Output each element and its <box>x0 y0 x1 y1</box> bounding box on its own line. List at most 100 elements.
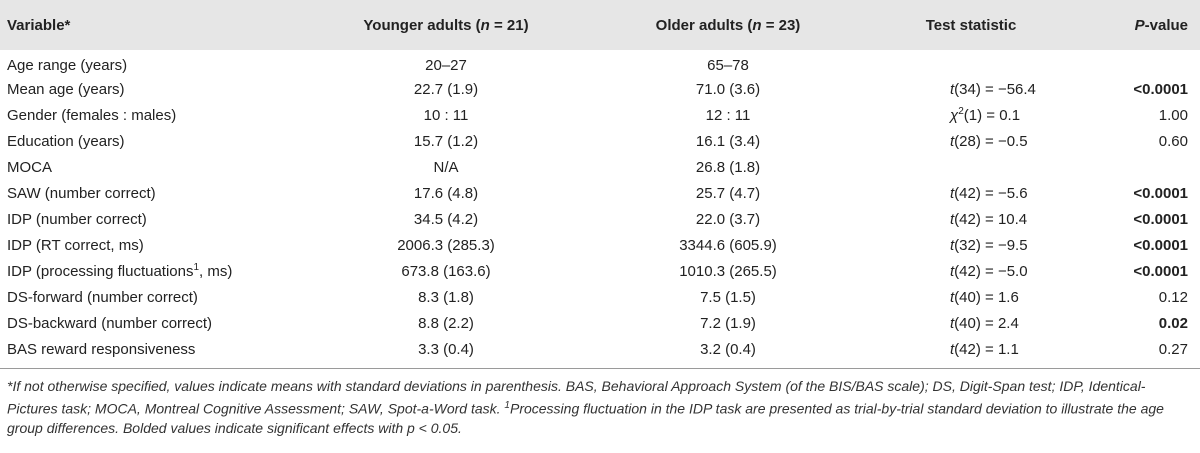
variable-sup: 1 <box>193 262 200 273</box>
cell-younger: 673.8 (163.6) <box>401 262 491 280</box>
variable-text: IDP (RT correct, ms) <box>7 236 144 254</box>
stat-sup: 2 <box>958 106 964 117</box>
table-header: Variable* Younger adults (n = 21) Older … <box>0 0 1200 50</box>
stat-rest: (42) = 10.4 <box>954 210 1028 228</box>
cell-test-statistic: t(40) = 1.6 <box>864 284 1078 310</box>
stat-rest: (42) = −5.6 <box>954 184 1028 202</box>
stat-function: t <box>950 262 955 280</box>
cell-test-statistic: t(42) = −5.0 <box>864 258 1078 284</box>
cell-test-statistic: t(42) = 10.4 <box>864 206 1078 232</box>
table-row: BAS reward responsiveness 3.3 (0.4) 3.2 (0… <box>0 336 1200 362</box>
cell-older: 3.2 (0.4) <box>700 340 756 358</box>
stat-function: t <box>950 288 955 306</box>
cell-older: 22.0 (3.7) <box>695 210 761 228</box>
stat-function: χ <box>950 107 959 124</box>
cell-p-value: <0.0001 <box>1133 236 1188 254</box>
stat-function: t <box>950 80 955 98</box>
cell-variable: SAW (number correct) <box>0 180 300 206</box>
header-row: Variable* Younger adults (n = 21) Older … <box>0 0 1200 50</box>
cell-younger: 8.8 (2.2) <box>418 314 474 332</box>
table-row: DS-forward (number correct) 8.3 (1.8) 7.5 … <box>0 284 1200 310</box>
variable-text: IDP (number correct) <box>7 210 147 228</box>
cell-older: 12 : 11 <box>705 106 751 124</box>
stat-function: t <box>950 236 955 254</box>
cell-older: 7.5 (1.5) <box>700 288 756 306</box>
stat-rest: (42) = 1.1 <box>954 340 1019 358</box>
cell-p-value <box>1078 154 1200 180</box>
variable-suffix: , ms) <box>199 263 233 280</box>
cell-variable: IDP (number correct) <box>0 206 300 232</box>
footnote-divider <box>0 368 1200 369</box>
table-row: SAW (number correct) 17.6 (4.8) 25.7 (4.7)… <box>0 180 1200 206</box>
cell-test-statistic: t(32) = −9.5 <box>864 232 1078 258</box>
cell-p-value: <0.0001 <box>1133 262 1188 280</box>
cell-younger: 17.6 (4.8) <box>413 184 479 202</box>
cell-test-statistic <box>864 50 1078 76</box>
header-p-value: P-value <box>1078 0 1200 50</box>
header-older-n: n <box>752 16 762 34</box>
table-container: Variable* Younger adults (n = 21) Older … <box>0 0 1200 438</box>
cell-younger: 10 : 11 <box>423 106 469 124</box>
variable-text: SAW (number correct) <box>7 184 156 202</box>
cell-variable: Mean age (years) <box>0 76 300 102</box>
cell-younger: N/A <box>433 158 459 176</box>
table-row: IDP (processing fluctuations1, ms) 673.8 … <box>0 258 1200 284</box>
header-older: Older adults (n = 23) <box>592 0 864 50</box>
table-row: Gender (females : males) 10 : 11 12 : 11 χ2… <box>0 102 1200 128</box>
header-younger-suffix: = 21) <box>489 16 529 34</box>
variable-text: DS-forward (number correct) <box>7 288 198 306</box>
stat-rest: (40) = 2.4 <box>954 314 1019 332</box>
cell-test-statistic: t(34) = −56.4 <box>864 76 1078 102</box>
cell-younger: 22.7 (1.9) <box>413 80 479 98</box>
cell-variable: DS-forward (number correct) <box>0 284 300 310</box>
cell-older: 1010.3 (265.5) <box>679 262 777 280</box>
cell-p-value <box>1078 50 1200 76</box>
cell-test-statistic: t(42) = −5.6 <box>864 180 1078 206</box>
cell-older: 7.2 (1.9) <box>700 314 756 332</box>
cell-test-statistic <box>864 154 1078 180</box>
stat-function: t <box>950 210 955 228</box>
cell-test-statistic: t(42) = 1.1 <box>864 336 1078 362</box>
variable-text: BAS reward responsiveness <box>7 340 196 358</box>
stat-rest: (34) = −56.4 <box>954 80 1036 98</box>
cell-younger: 34.5 (4.2) <box>413 210 479 228</box>
cell-older: 16.1 (3.4) <box>695 132 761 150</box>
stat-function: t <box>950 132 955 150</box>
header-p-letter: P <box>1134 16 1145 34</box>
cell-variable: MOCA <box>0 154 300 180</box>
cell-test-statistic: t(40) = 2.4 <box>864 310 1078 336</box>
cell-older: 25.7 (4.7) <box>695 184 761 202</box>
cell-younger: 15.7 (1.2) <box>413 132 479 150</box>
table-footnote: *If not otherwise specified, values indi… <box>0 369 1200 438</box>
header-p-suffix: -value <box>1144 16 1188 34</box>
variable-text: Mean age (years) <box>7 80 125 98</box>
variable-text: IDP (processing fluctuations <box>7 263 194 280</box>
demographics-table: Variable* Younger adults (n = 21) Older … <box>0 0 1200 362</box>
header-variable: Variable* <box>7 16 71 34</box>
cell-test-statistic: t(28) = −0.5 <box>864 128 1078 154</box>
header-older-suffix: = 23) <box>761 16 801 34</box>
table-row: IDP (number correct) 34.5 (4.2) 22.0 (3.7)… <box>0 206 1200 232</box>
header-younger-n: n <box>480 16 490 34</box>
header-younger: Younger adults (n = 21) <box>300 0 592 50</box>
cell-younger: 2006.3 (285.3) <box>397 236 495 254</box>
cell-younger: 3.3 (0.4) <box>418 340 474 358</box>
header-test-statistic: Test statistic <box>925 16 1017 34</box>
cell-test-statistic: χ2(1) = 0.1 <box>864 102 1078 128</box>
cell-p-value: <0.0001 <box>1133 184 1188 202</box>
cell-older: 65–78 <box>707 57 749 74</box>
cell-younger: 20–27 <box>425 57 467 74</box>
cell-variable: IDP (processing fluctuations1, ms) <box>0 258 300 284</box>
header-older-prefix: Older adults ( <box>655 16 753 34</box>
cell-p-value: <0.0001 <box>1133 210 1188 228</box>
cell-variable: Age range (years) <box>0 50 300 76</box>
variable-text: Age range (years) <box>7 57 128 74</box>
variable-text: MOCA <box>7 158 52 176</box>
cell-older: 26.8 (1.8) <box>695 158 761 176</box>
table-row: Age range (years) 20–27 65–78 <box>0 50 1200 76</box>
cell-p-value: <0.0001 <box>1133 80 1188 98</box>
cell-variable: BAS reward responsiveness <box>0 336 300 362</box>
cell-p-value: 0.12 <box>1158 288 1188 306</box>
cell-older: 3344.6 (605.9) <box>679 236 777 254</box>
stat-rest: (40) = 1.6 <box>954 288 1019 306</box>
